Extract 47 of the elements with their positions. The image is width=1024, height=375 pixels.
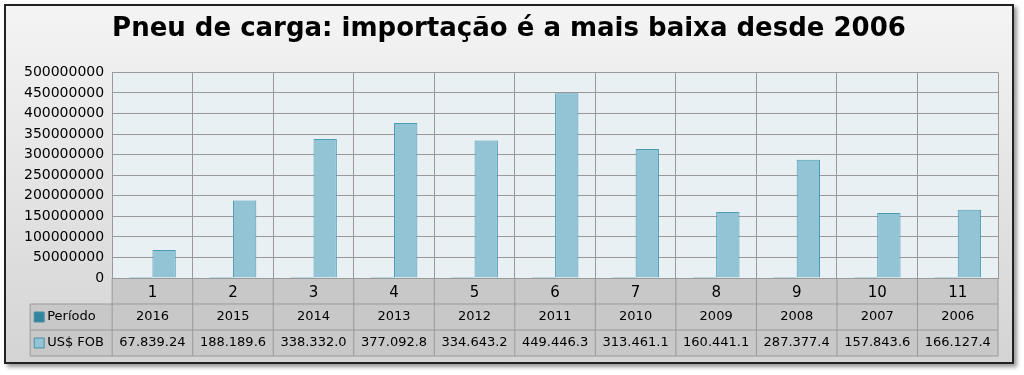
y-tick-label: 100000000 [23, 227, 105, 244]
x-tick-label: 4 [389, 282, 399, 301]
legend-label: Período [47, 308, 96, 324]
data-label: 2014 [296, 308, 331, 324]
data-label: 157.843.6 [844, 334, 911, 350]
y-tick-label: 350000000 [23, 124, 105, 141]
data-label: 2011 [538, 308, 572, 324]
x-tick-label: 9 [791, 282, 802, 301]
data-label: 334.643.2 [441, 334, 508, 350]
y-tick-label: 50000000 [32, 248, 105, 265]
x-tick-label: 10 [867, 282, 887, 301]
y-tick-label: 450000000 [23, 83, 105, 100]
data-label: 2013 [377, 308, 411, 324]
data-label: 287.377.4 [763, 334, 830, 350]
data-label: 166.127.4 [924, 334, 991, 350]
y-tick-label: 300000000 [23, 145, 105, 162]
x-tick-label: 8 [711, 282, 721, 301]
x-tick-label: 11 [948, 282, 968, 301]
y-tick-label: 400000000 [23, 104, 105, 121]
data-label: 338.332.0 [280, 334, 347, 350]
data-label: 2012 [458, 308, 492, 324]
x-tick-label: 1 [147, 282, 158, 301]
y-tick-label: 250000000 [23, 165, 105, 182]
x-tick-label: 7 [630, 282, 641, 301]
x-tick-label: 5 [469, 282, 480, 301]
data-label: 377.092.8 [360, 334, 428, 350]
x-tick-label: 2 [228, 282, 238, 301]
chart-title: Pneu de carga: importação é a mais baixa desde 2006 [111, 12, 907, 42]
data-label: 449.446.3 [522, 334, 589, 350]
data-label: 67.839.24 [119, 334, 186, 350]
data-label: 2009 [699, 308, 733, 324]
data-label: 188.189.6 [199, 334, 267, 350]
data-label: 313.461.1 [602, 334, 669, 350]
y-tick-label: 500000000 [23, 63, 105, 80]
data-label: 2010 [619, 308, 653, 324]
data-label: 2008 [780, 308, 814, 324]
data-label: 2015 [216, 308, 250, 324]
data-label: 2007 [860, 308, 894, 324]
x-tick-label: 6 [550, 282, 560, 301]
data-label: 2006 [941, 308, 975, 324]
data-label: 2016 [135, 308, 169, 324]
x-tick-label: 3 [308, 282, 319, 301]
legend-label: US$ FOB [47, 334, 104, 350]
y-tick-label: 0 [95, 268, 105, 285]
y-tick-label: 200000000 [23, 186, 105, 203]
y-tick-label: 150000000 [23, 206, 105, 223]
data-label: 160.441.1 [683, 334, 750, 350]
